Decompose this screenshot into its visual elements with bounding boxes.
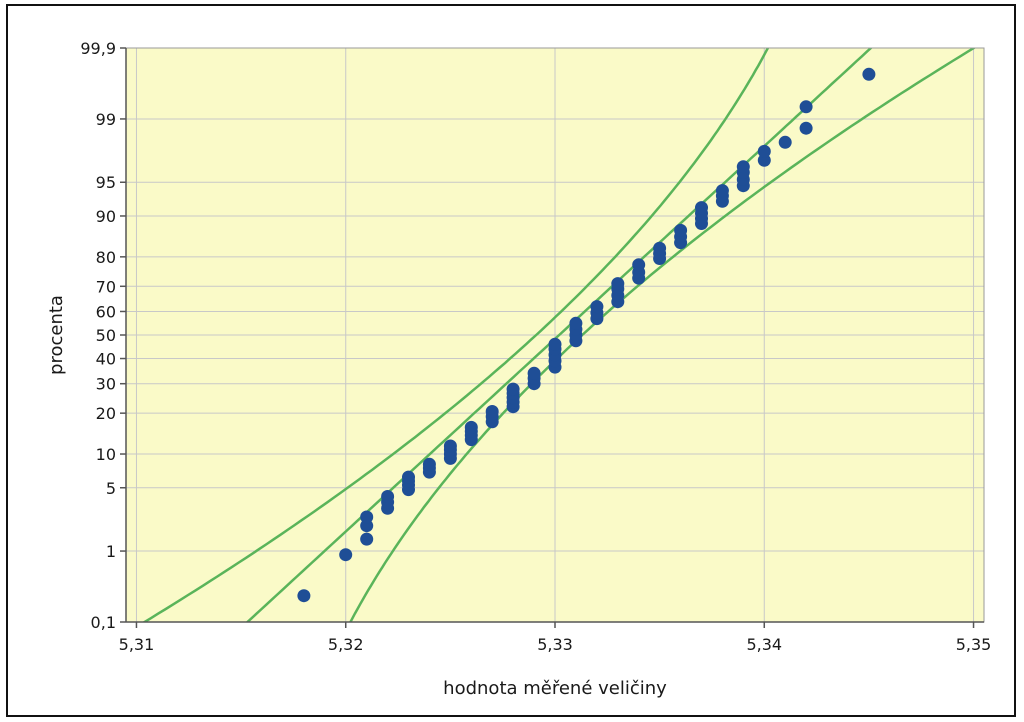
data-point	[757, 144, 771, 158]
fit-line	[245, 48, 873, 622]
data-point	[548, 337, 562, 351]
data-point	[360, 532, 374, 546]
y-tick-label: 95	[96, 173, 116, 192]
y-tick-label: 40	[96, 350, 116, 369]
y-tick-label: 20	[96, 404, 116, 423]
data-point	[674, 223, 688, 237]
x-axis-title: hodnota měřené veličiny	[443, 678, 667, 699]
data-point	[862, 67, 876, 81]
data-point	[799, 100, 813, 114]
y-axis-title: procenta	[46, 295, 67, 375]
data-point	[736, 160, 750, 174]
y-tick-label: 5	[106, 479, 116, 498]
data-point	[632, 258, 646, 272]
x-tick-label: 5,34	[746, 635, 782, 654]
x-tick-label: 5,31	[119, 635, 155, 654]
data-point	[715, 184, 729, 198]
data-point	[569, 316, 583, 330]
data-point	[653, 241, 667, 255]
data-point	[527, 366, 541, 380]
data-point	[422, 457, 436, 471]
x-tick-label: 5,35	[956, 635, 992, 654]
data-point	[360, 510, 374, 524]
y-tick-label: 70	[96, 277, 116, 296]
y-tick-label: 99,9	[80, 39, 116, 58]
y-tick-label: 50	[96, 326, 116, 345]
data-point	[799, 121, 813, 135]
y-tick-label: 80	[96, 248, 116, 267]
y-tick-label: 60	[96, 302, 116, 321]
data-points	[297, 67, 876, 603]
data-point	[464, 420, 478, 434]
data-point	[402, 470, 415, 484]
data-point	[339, 548, 353, 562]
data-point	[757, 153, 771, 167]
data-point	[443, 439, 457, 453]
data-point	[611, 277, 625, 291]
y-tick-label: 10	[96, 445, 116, 464]
data-point	[695, 201, 708, 215]
y-tick-label: 99	[96, 110, 116, 129]
data-point	[297, 589, 311, 603]
y-tick-label: 30	[96, 375, 116, 394]
data-point	[381, 490, 395, 503]
data-point	[778, 135, 792, 149]
y-tick-label: 1	[106, 542, 116, 561]
x-tick-label: 5,33	[537, 635, 573, 654]
data-point	[485, 405, 499, 418]
x-tick-label: 5,32	[328, 635, 364, 654]
axes: 5,31 5,32 5,33 5,34 5,35 0,1 1 5 10 20 30 40 50 60 70 8…	[80, 39, 991, 654]
y-tick-label: 90	[96, 207, 116, 226]
data-point	[506, 382, 520, 396]
data-point	[590, 300, 604, 314]
upper-confidence-line	[142, 48, 770, 622]
y-tick-label: 0,1	[91, 613, 116, 632]
